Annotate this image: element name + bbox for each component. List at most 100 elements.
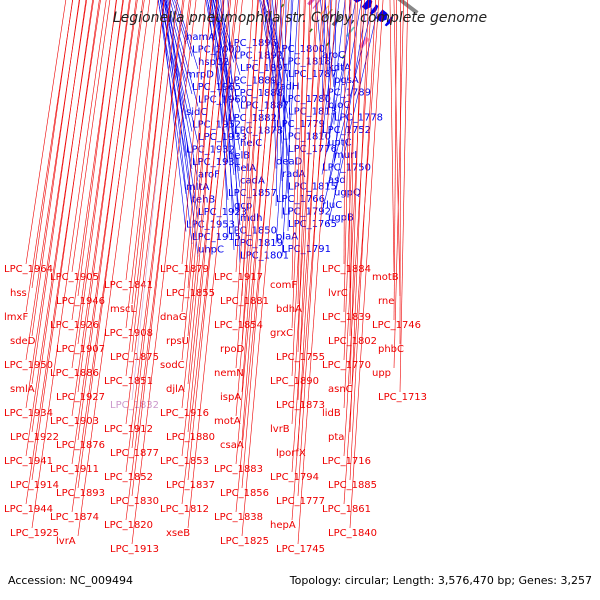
forward-label-leader-4 (167, 0, 193, 95)
forward-label-leader-42 (263, 0, 277, 132)
forward-gene-label-LPC_1765: LPC_1765 (288, 219, 337, 230)
reverse-label-leader-86 (393, 0, 397, 321)
outer-rna-mark-16 (341, 54, 346, 60)
forward-gene-label-gcp: gcp (234, 201, 252, 212)
forward-label-leader-46 (275, 0, 283, 182)
forward-gene-label-LPC_1789: LPC_1789 (322, 88, 371, 99)
reverse-label-leader-49 (241, 0, 258, 297)
forward-gene-label-fadH: fadH (276, 82, 300, 93)
reverse-gene-label-LPC_1853: LPC_1853 (160, 456, 209, 467)
reverse-gene-label-LPC_1755: LPC_1755 (276, 352, 325, 363)
reverse-label-leader-63 (297, 0, 311, 353)
reverse-gene-label-upp: upp (372, 368, 391, 379)
reverse-gene-label-LPC_1812: LPC_1812 (160, 504, 209, 515)
accession-value: NC_009494 (69, 574, 134, 587)
reverse-label-leader-72 (343, 0, 346, 265)
forward-label-leader-66 (321, 7, 373, 213)
forward-label-leader-25 (209, 0, 235, 138)
forward-gene-label-radA: radA (282, 169, 306, 180)
reverse-gene-label-smlA: smlA (10, 384, 35, 395)
reverse-label-leader-13 (77, 0, 117, 297)
reverse-label-leader-87 (399, 0, 401, 345)
forward-gene-label-LPC_1850: LPC_1850 (228, 226, 277, 237)
forward-gene-label-bioC: bioC (328, 100, 350, 111)
reverse-gene-label-LPC_1916: LPC_1916 (160, 408, 209, 419)
forward-label-leader-33 (218, 0, 229, 238)
reverse-label-leader-40 (181, 0, 218, 361)
reverse-gene-label-LPC_1830: LPC_1830 (110, 496, 159, 507)
accession-label: Accession: (8, 574, 67, 587)
forward-gene-label-uptC: uptC (328, 138, 352, 149)
reverse-label-leader-24 (125, 0, 159, 281)
reverse-gene-label-LPC_1908: LPC_1908 (104, 328, 153, 339)
reverse-gene-label-LPC_1820: LPC_1820 (104, 520, 153, 531)
reverse-label-leader-60 (291, 0, 301, 281)
outer-rna-mark-13 (280, 3, 285, 8)
reverse-label-leader-34 (125, 0, 192, 521)
reverse-label-leader-10 (25, 0, 101, 505)
forward-gene-label-helC: helC (240, 138, 262, 149)
forward-label-leader-55 (320, 0, 329, 75)
forward-gene-label-LPC_1932: LPC_1932 (186, 145, 235, 156)
reverse-label-leader-58 (235, 0, 285, 513)
reverse-gene-label-rpoD: rpoD (220, 344, 245, 355)
forward-strand-feature-52 (384, 16, 394, 27)
forward-gene-label-LPC_1915: LPC_1915 (192, 232, 241, 243)
forward-gene-label-hspC2: hspC2 (198, 57, 229, 68)
reverse-label-leader-42 (181, 0, 225, 409)
forward-label-leader-32 (220, 0, 241, 226)
reverse-label-leader-47 (187, 0, 243, 529)
forward-label-leader-49 (281, 0, 287, 219)
reverse-label-leader-2 (25, 0, 74, 313)
reverse-label-leader-85 (393, 0, 401, 297)
reverse-gene-label-LPC_1770: LPC_1770 (322, 360, 371, 371)
forward-gene-label-LPC_1878: LPC_1878 (234, 126, 283, 137)
forward-label-leader-17 (168, 0, 199, 257)
reverse-gene-label-lvrB: lvrB (270, 424, 290, 435)
reverse-gene-label-sodC: sodC (160, 360, 185, 371)
reverse-label-leader-17 (77, 0, 130, 393)
reverse-label-leader-26 (125, 0, 165, 329)
reverse-gene-label-LPC_1886: LPC_1886 (50, 368, 99, 379)
reverse-label-leader-12 (71, 0, 111, 273)
forward-label-leader-5 (169, 0, 199, 107)
reverse-gene-label-xseB: xseB (166, 528, 190, 539)
reverse-gene-label-LPC_1855: LPC_1855 (166, 288, 215, 299)
forward-label-leader-19 (214, 0, 235, 63)
forward-label-leader-27 (207, 0, 229, 163)
reverse-label-leader-77 (349, 0, 363, 385)
reverse-label-leader-46 (181, 0, 238, 505)
reverse-label-leader-64 (291, 0, 312, 377)
reverse-gene-label-LPC_1861: LPC_1861 (322, 504, 371, 515)
reverse-label-leader-71 (297, 0, 337, 545)
forward-label-leader-48 (275, 0, 282, 207)
genome-stats: Topology: circular; Length: 3,576,470 bp… (289, 574, 592, 587)
reverse-label-leader-83 (349, 0, 384, 529)
reverse-gene-label-LPC_1914: LPC_1914 (10, 480, 59, 491)
reverse-gene-label-LPC_1934: LPC_1934 (4, 408, 53, 419)
reverse-label-leader-80 (343, 0, 372, 457)
forward-label-leader-61 (327, 0, 346, 150)
reverse-label-leader-15 (77, 0, 124, 345)
reverse-gene-label-LPC_1946: LPC_1946 (56, 296, 105, 307)
forward-gene-label-asd: asd (328, 175, 346, 186)
forward-gene-label-hamA: hamA (186, 32, 215, 43)
reverse-label-leader-18 (71, 0, 131, 417)
forward-gene-label-LPC_1752: LPC_1752 (322, 125, 371, 136)
reverse-label-leader-0 (25, 0, 67, 265)
reverse-label-leader-35 (131, 0, 197, 545)
reverse-gene-label-LPC_1874: LPC_1874 (50, 512, 99, 523)
reverse-label-leader-50 (235, 0, 259, 321)
reverse-label-leader-27 (131, 0, 171, 353)
forward-label-leader-16 (164, 0, 193, 245)
forward-label-leader-67 (327, 12, 378, 225)
reverse-gene-label-LPC_1964: LPC_1964 (4, 264, 53, 275)
reverse-gene-label-LPC_1825: LPC_1825 (220, 536, 269, 547)
forward-label-leader-3 (164, 0, 187, 82)
forward-gene-label-helA: helA (234, 163, 256, 174)
reverse-gene-label-motB: motB (372, 272, 399, 283)
reverse-label-leader-4 (25, 0, 81, 361)
forward-gene-label-plaA: plaA (276, 232, 298, 243)
reverse-label-leader-1 (31, 0, 73, 289)
reverse-gene-label-LPC_1716: LPC_1716 (322, 456, 371, 467)
